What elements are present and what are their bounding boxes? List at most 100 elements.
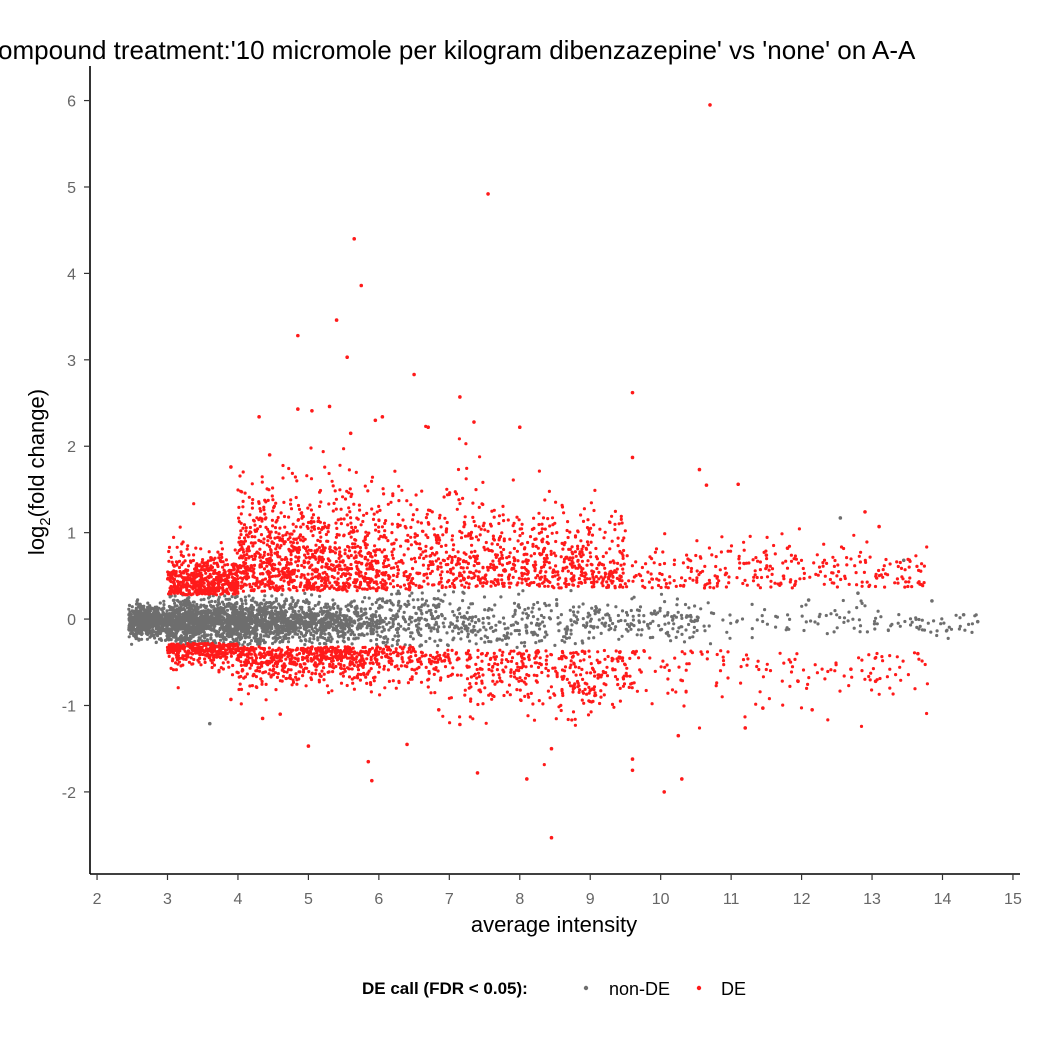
x-tick-label: 3 (163, 891, 172, 908)
de-point (327, 404, 332, 409)
de-point (662, 790, 667, 794)
y-tick-label: 0 (67, 612, 76, 629)
non-de-point (901, 558, 906, 563)
de-point (458, 395, 462, 399)
de-point (743, 726, 748, 730)
de-point (697, 467, 702, 472)
de-point (472, 420, 476, 424)
legend-title: DE call (FDR < 0.05): (362, 979, 528, 998)
de-point (366, 759, 371, 764)
de-point (475, 771, 480, 775)
de-point (630, 757, 635, 761)
de-point (877, 524, 881, 529)
plot-area (127, 103, 980, 840)
chart-title: ompound treatment:'10 micromole per kilo… (0, 35, 916, 65)
x-tick-label: 12 (793, 891, 811, 908)
non-de-point (806, 598, 811, 602)
de-point (708, 103, 712, 107)
non-de-point (930, 599, 934, 603)
de-point (458, 722, 462, 727)
de-point (436, 708, 441, 712)
non-de-point-cloud (127, 589, 978, 650)
de-point (359, 283, 364, 288)
de-point (267, 453, 272, 457)
de-point (229, 697, 233, 702)
de-point (229, 465, 233, 469)
de-point (486, 192, 490, 196)
de-point (549, 835, 554, 840)
y-tick-label: 1 (67, 526, 76, 543)
legend-label-non-de: non-DE (609, 979, 670, 999)
de-point (630, 390, 635, 395)
de-point (296, 407, 300, 411)
de-point (334, 318, 339, 322)
x-tick-label: 7 (445, 891, 454, 908)
non-de-point (207, 721, 212, 726)
y-axis-title-rest: (fold change) (24, 389, 49, 517)
y-axis-title: log2(fold change) (24, 389, 54, 555)
de-point (736, 482, 740, 487)
legend: DE call (FDR < 0.05): non-DE DE (362, 979, 746, 999)
highlighted-points (207, 103, 980, 840)
de-point (873, 679, 878, 684)
de-point (373, 418, 378, 423)
de-point (348, 431, 353, 436)
de-point (517, 425, 522, 430)
x-tick-label: 14 (934, 891, 952, 908)
x-tick-label: 2 (93, 891, 102, 908)
de-point (849, 667, 853, 671)
de-point (352, 237, 357, 241)
de-point (761, 706, 765, 710)
de-point (630, 768, 635, 773)
de-point (810, 708, 814, 712)
de-point (630, 455, 635, 460)
de-point (278, 712, 283, 716)
y-tick-label: -1 (62, 698, 76, 715)
de-point (863, 510, 867, 514)
de-point (345, 355, 349, 360)
non-de-point (961, 612, 966, 617)
x-tick-label: 6 (374, 891, 383, 908)
de-point (549, 746, 554, 751)
de-point (260, 716, 265, 721)
x-axis-ticks: 2 3 4 5 6 7 8 9 10 11 12 13 14 15 (93, 874, 1022, 908)
non-de-point (856, 591, 860, 595)
x-tick-label: 15 (1004, 891, 1022, 908)
de-point (405, 742, 409, 747)
y-tick-label: 6 (67, 94, 76, 111)
x-tick-label: 5 (304, 891, 313, 908)
x-tick-label: 11 (723, 891, 740, 908)
de-point (380, 415, 385, 419)
y-tick-label: 2 (67, 439, 76, 456)
non-de-points (127, 589, 978, 650)
de-point (785, 546, 790, 551)
x-tick-label: 4 (234, 891, 243, 908)
legend-label-de: DE (721, 979, 746, 999)
non-de-point (975, 619, 980, 624)
de-point (764, 553, 769, 557)
de-point (296, 333, 300, 338)
non-de-point (838, 516, 843, 520)
y-axis-title-base: log (24, 526, 49, 555)
x-tick-label: 10 (652, 891, 670, 908)
y-tick-label: 5 (67, 180, 76, 197)
y-axis-title-subscript: 2 (37, 517, 54, 525)
y-tick-label: -2 (62, 785, 76, 802)
de-point (796, 679, 800, 684)
legend-swatch-de (696, 985, 702, 991)
de-point (426, 425, 430, 430)
de-point (525, 777, 529, 781)
x-tick-label: 9 (586, 891, 595, 908)
de-point (306, 744, 311, 748)
de-point (370, 778, 374, 783)
de-point (412, 372, 416, 377)
de-point (704, 483, 709, 487)
y-tick-label: 3 (67, 353, 76, 370)
legend-swatch-non-de (583, 985, 589, 991)
x-axis-title: average intensity (471, 912, 637, 937)
y-tick-label: 4 (67, 266, 76, 283)
x-tick-label: 8 (515, 891, 524, 908)
x-tick-label: 13 (863, 891, 881, 908)
de-point (916, 651, 920, 656)
